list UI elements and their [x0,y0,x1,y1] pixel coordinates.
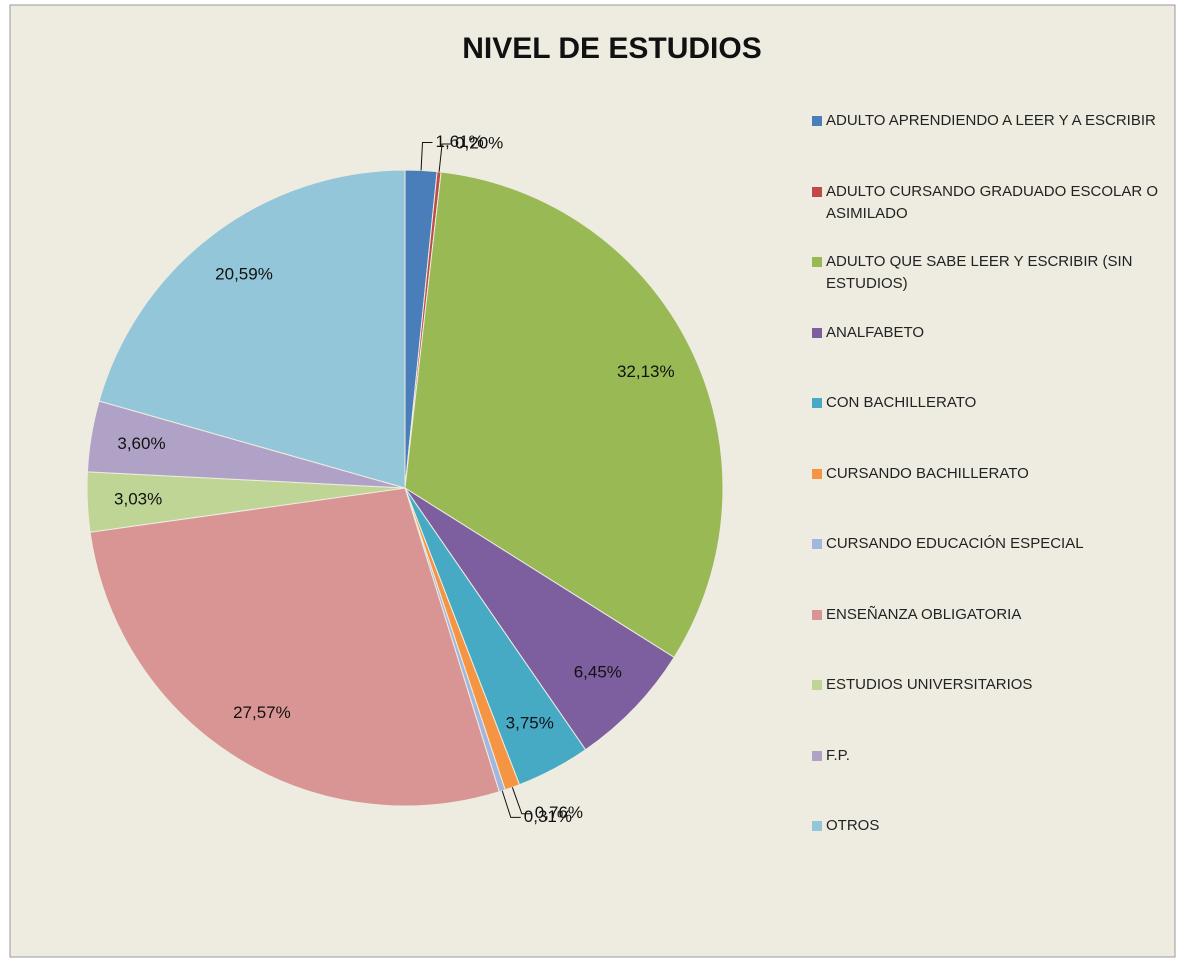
legend-item: F.P. [812,745,1186,767]
legend-item: ADULTO APRENDIENDO A LEER Y A ESCRIBIR [812,110,1186,132]
legend-item: ANALFABETO [812,322,1186,344]
legend-swatch [812,257,822,267]
data-label: 3,75% [506,714,554,733]
legend-label: F.P. [826,746,850,764]
legend-label: CURSANDO EDUCACIÓN ESPECIAL [826,535,1084,552]
legend-item: OTROS [812,815,1186,837]
legend-item: ENSEÑANZA OBLIGATORIA [812,604,1186,626]
data-label: 6,45% [574,662,622,681]
data-label: 3,03% [114,489,162,508]
legend-label: ADULTO CURSANDO GRADUADO ESCOLAR O ASIMI… [826,182,1158,222]
legend-swatch [812,539,822,549]
pie-slice [404,487,675,751]
legend-swatch [812,116,822,126]
leader-line [420,141,433,171]
data-label: 0,31% [524,807,572,826]
pie-slice [89,487,500,807]
legend-swatch [812,398,822,408]
data-label: 0,76% [535,803,583,822]
legend-swatch [812,186,822,197]
chart-title: NIVEL DE ESTUDIOS [462,32,762,65]
legend-label: ADULTO QUE SABE LEER Y ESCRIBIR (SIN EST… [826,253,1133,292]
legend-swatch [812,327,822,338]
legend-item: CURSANDO BACHILLERATO [812,463,1186,485]
data-label: 32,13% [617,362,675,381]
legend-swatch [812,680,822,690]
leader-line [511,787,532,815]
data-label: 1,61% [435,132,483,151]
legend-label: ENSEÑANZA OBLIGATORIA [826,605,1022,623]
legend-item: ADULTO QUE SABE LEER Y ESCRIBIR (SIN EST… [812,251,1186,295]
data-label: 0,20% [455,133,503,152]
legend-swatch [812,468,822,479]
data-label: 20,59% [215,264,273,283]
legend-item: ADULTO CURSANDO GRADUADO ESCOLAR O ASIMI… [812,181,1186,225]
legend-swatch [812,750,822,761]
data-label: 3,60% [117,434,165,453]
legend-label: OTROS [826,817,880,834]
pie-slice [404,171,724,659]
legend-item: CURSANDO EDUCACIÓN ESPECIAL [812,533,1186,555]
legend-swatch [812,609,822,620]
legend-label: ADULTO APRENDIENDO A LEER Y A ESCRIBIR [826,112,1156,129]
legend-item: ESTUDIOS UNIVERSITARIOS [812,674,1186,696]
legend-label: ESTUDIOS UNIVERSITARIOS [826,676,1033,693]
data-label: 27,57% [233,703,291,722]
legend-label: ANALFABETO [826,323,925,341]
legend-item: CON BACHILLERATO [812,392,1186,414]
legend-label: CON BACHILLERATO [826,394,977,411]
legend-swatch [812,821,822,831]
leader-line [438,143,453,172]
pie-slice [98,169,406,489]
legend-label: CURSANDO BACHILLERATO [826,464,1029,482]
leader-line [501,790,521,818]
